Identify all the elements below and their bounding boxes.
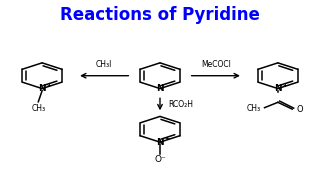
Text: MeCOCl: MeCOCl xyxy=(201,60,231,69)
Text: O⁻: O⁻ xyxy=(154,155,166,164)
Text: O: O xyxy=(296,105,303,114)
Text: N: N xyxy=(156,84,164,93)
Text: N: N xyxy=(156,138,164,147)
Text: +: + xyxy=(47,83,52,88)
Text: +: + xyxy=(165,136,170,141)
Text: N: N xyxy=(274,84,282,93)
Text: CH₃: CH₃ xyxy=(31,104,45,113)
Text: N: N xyxy=(38,84,46,93)
Text: Reactions of Pyridine: Reactions of Pyridine xyxy=(60,6,260,24)
Text: CH₃: CH₃ xyxy=(246,104,260,113)
Text: +: + xyxy=(283,83,288,88)
Text: CH₃I: CH₃I xyxy=(96,60,112,69)
Text: RCO₂H: RCO₂H xyxy=(168,100,193,109)
